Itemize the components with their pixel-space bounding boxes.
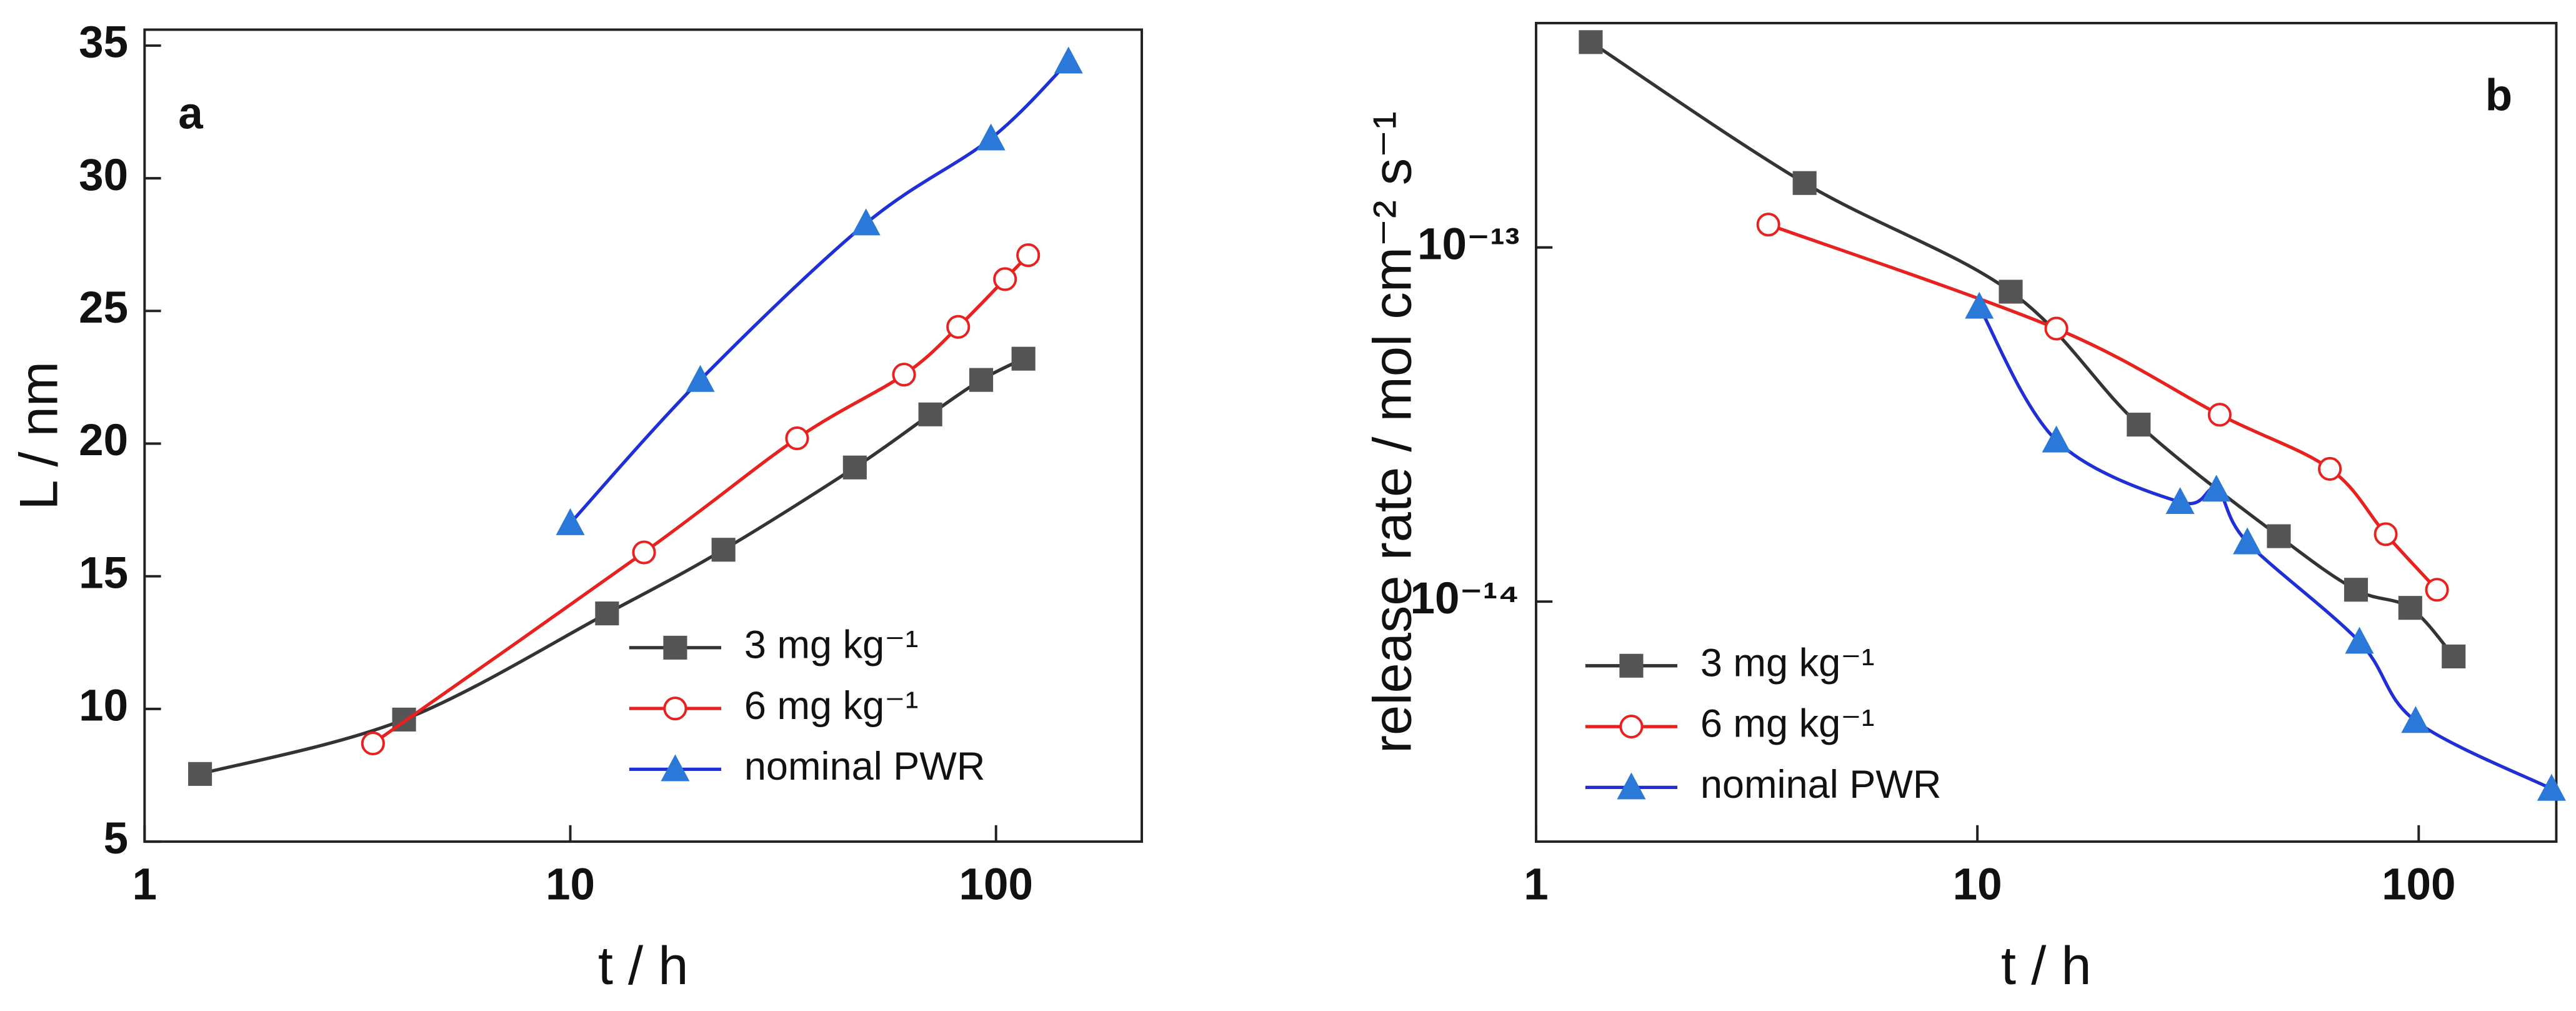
marker [632,540,656,565]
marker [556,508,585,535]
marker [2374,522,2398,546]
series-line [1977,306,2553,791]
marker [2207,403,2232,427]
y-tick-label: 10 [79,682,128,731]
x-axis-title: t / h [2001,935,2092,996]
marker [2318,456,2342,481]
marker [993,267,1017,291]
legend-label: 3 mg kg⁻¹ [744,623,919,667]
marker [2267,524,2291,548]
marker [892,363,916,387]
marker [711,538,736,562]
legend-entry: nominal PWR [1585,763,1942,807]
marker [1619,715,1644,739]
marker [2442,644,2466,668]
marker [1965,291,1994,319]
series-line [1767,223,2439,591]
marker [686,365,715,392]
chart-panel: 1 10 100 5 10 15 20 25 30 35 t / h L / nm a 3 mg kg⁻¹… [8,18,1144,996]
plot-frame [143,28,1144,843]
x-tick-label: 1 [132,860,157,909]
x-tick-label: 100 [959,860,1033,909]
legend-entry: 3 mg kg⁻¹ [1585,641,1875,685]
legend-entry: 6 mg kg⁻¹ [629,684,919,728]
marker [1579,30,1603,54]
marker [595,601,619,626]
marker [1617,772,1646,800]
marker [1999,279,2023,304]
marker [2165,487,2195,515]
y-axis-title: L / nm [8,361,69,510]
panel-label: a [178,89,203,139]
marker [2344,578,2369,602]
legend-label: 6 mg kg⁻¹ [1700,702,1875,746]
y-tick-label: 10⁻¹⁴ [1410,574,1520,623]
marker [1011,346,1036,371]
y-tick-label: 35 [79,18,128,68]
x-tick-label: 1 [1524,860,1548,909]
marker [2202,475,2231,502]
series-line [1589,41,2455,658]
x-tick-label: 10 [546,860,595,909]
legend-label: nominal PWR [1700,763,1942,807]
y-tick-label: 20 [79,416,128,465]
marker [918,402,942,426]
marker [2127,413,2151,437]
marker [663,697,687,721]
marker [1054,46,1083,74]
marker [851,208,881,236]
legend-label: nominal PWR [744,745,986,788]
marker [1016,243,1041,268]
marker [1619,653,1644,678]
y-axis-title: release rate / mol cm⁻² s⁻¹ [1362,111,1422,753]
y-tick-label: 30 [79,151,128,200]
marker [2042,425,2071,453]
y-tick-label: 10⁻¹³ [1417,220,1520,269]
marker [1756,213,1780,237]
marker [2537,773,2566,801]
marker [946,314,971,339]
legend-label: 6 mg kg⁻¹ [744,684,919,728]
y-tick-label: 25 [79,283,128,333]
legend-label: 3 mg kg⁻¹ [1700,641,1875,685]
marker [663,635,687,660]
marker [976,123,1006,151]
marker [188,762,212,786]
x-axis-title: t / h [598,935,689,996]
legend-entry: 3 mg kg⁻¹ [629,623,919,667]
series-line [372,254,1030,745]
marker [842,455,867,480]
x-tick-label: 100 [2382,860,2455,909]
legend-entry: nominal PWR [629,745,986,788]
marker [2398,596,2422,620]
marker [785,426,809,451]
x-tick-label: 10 [1953,860,2002,909]
y-tick-label: 15 [79,548,128,598]
y-tick-label: 5 [104,814,128,863]
panel-label: b [2485,71,2512,121]
chart-panel: 1 10 100 10⁻¹⁴ 10⁻¹³ t / h release rate / mol … [1362,21,2566,996]
marker [2425,578,2449,602]
plot-frame [1534,21,2558,843]
legend-entry: 6 mg kg⁻¹ [1585,702,1875,746]
marker [2233,527,2262,555]
marker [2044,316,2069,341]
marker [361,732,385,756]
marker [969,368,994,392]
marker [661,754,690,782]
marker [1792,171,1817,195]
marker [2345,626,2374,654]
series-line [569,60,1070,525]
marker [2401,706,2430,733]
